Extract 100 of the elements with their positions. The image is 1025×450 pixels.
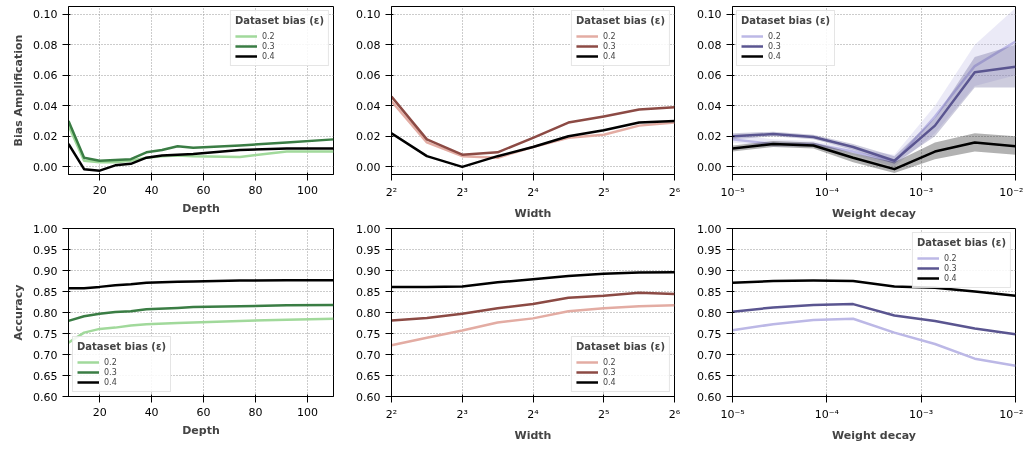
x-tick-label: 2⁴ <box>527 185 540 199</box>
legend-title: Dataset bias (ε) <box>916 237 1006 248</box>
x-tick-label: 60 <box>196 405 211 419</box>
x-axis-title: Weight decay <box>832 206 916 220</box>
y-tick-label: 1.00 <box>356 222 381 236</box>
x-tick-label: 100 <box>297 405 319 419</box>
legend-label: 0.4 <box>261 51 276 61</box>
y-tick-label: 0.08 <box>356 38 381 52</box>
y-tick-label: 0.00 <box>697 160 722 174</box>
y-tick-label: 0.70 <box>697 348 722 362</box>
y-tick-label: 0.10 <box>356 8 381 22</box>
x-tick-label: 10⁻² <box>999 185 1024 199</box>
y-tick-label: 0.06 <box>697 69 722 83</box>
y-tick-label: 1.00 <box>697 222 722 236</box>
legend-title: Dataset bias (ε) <box>234 15 324 26</box>
x-tick-label: 2² <box>385 407 398 421</box>
legend-label: 0.4 <box>768 51 782 61</box>
y-tick-label: 0.80 <box>33 306 58 320</box>
legend-label: 0.2 <box>602 31 617 41</box>
y-tick-label: 0.60 <box>33 390 58 404</box>
y-tick-label: 0.04 <box>33 99 58 113</box>
y-tick-label: 0.00 <box>356 160 381 174</box>
legend-label: 0.3 <box>602 367 617 377</box>
legend-label: 0.3 <box>261 41 276 51</box>
y-tick-label: 0.04 <box>356 99 381 113</box>
y-tick-label: 0.75 <box>356 327 381 341</box>
x-tick-label: 2³ <box>456 185 468 199</box>
legend-label: 0.2 <box>104 357 118 367</box>
y-tick-label: 0.80 <box>356 306 381 320</box>
legend-label: 0.3 <box>943 263 958 273</box>
x-tick-label: 2² <box>385 185 398 199</box>
legend-label: 0.2 <box>943 253 958 263</box>
legend-label: 0.3 <box>104 367 118 377</box>
x-tick-label: 100 <box>297 183 319 197</box>
legend-label: 0.4 <box>104 377 118 387</box>
x-tick-label: 10⁻³ <box>909 407 934 421</box>
y-tick-label: 0.02 <box>33 130 58 144</box>
legend-label: 0.4 <box>602 377 617 387</box>
x-tick-label: 40 <box>144 183 159 197</box>
x-tick-label: 2⁵ <box>598 185 610 199</box>
y-tick-label: 0.65 <box>356 369 381 383</box>
y-tick-label: 0.80 <box>697 306 722 320</box>
legend-label: 0.2 <box>602 357 617 367</box>
y-tick-label: 0.65 <box>33 369 58 383</box>
x-tick-label: 2⁴ <box>527 407 540 421</box>
x-tick-label: 80 <box>248 183 263 197</box>
y-tick-label: 0.00 <box>33 160 58 174</box>
y-tick-label: 0.65 <box>697 369 722 383</box>
y-tick-label: 0.08 <box>33 38 58 52</box>
y-axis-title: Accuracy <box>12 284 26 341</box>
x-axis-title: Depth <box>182 423 220 437</box>
y-tick-label: 0.75 <box>697 327 722 341</box>
y-tick-label: 0.08 <box>697 38 722 52</box>
x-tick-label: 10⁻⁵ <box>720 185 745 199</box>
y-tick-label: 0.95 <box>356 243 381 257</box>
x-tick-label: 10⁻⁴ <box>814 407 840 421</box>
x-axis-title: Width <box>514 428 552 442</box>
legend-label: 0.3 <box>768 41 782 51</box>
y-tick-label: 0.90 <box>356 264 381 278</box>
y-tick-label: 0.90 <box>697 264 722 278</box>
y-tick-label: 0.06 <box>33 69 58 83</box>
y-tick-label: 0.70 <box>356 348 381 362</box>
x-axis-title: Width <box>514 206 552 220</box>
y-tick-label: 0.70 <box>33 348 58 362</box>
legend-label: 0.3 <box>602 41 617 51</box>
x-tick-label: 2³ <box>456 407 468 421</box>
legend-label: 0.2 <box>261 31 276 41</box>
x-tick-label: 2⁶ <box>668 407 681 421</box>
y-tick-label: 0.02 <box>356 130 381 144</box>
y-tick-label: 0.04 <box>697 99 722 113</box>
x-tick-label: 10⁻² <box>999 407 1024 421</box>
y-tick-label: 0.85 <box>356 285 381 299</box>
y-tick-label: 0.75 <box>33 327 58 341</box>
x-tick-label: 10⁻⁵ <box>720 407 745 421</box>
y-tick-label: 0.10 <box>697 8 722 22</box>
y-tick-label: 0.60 <box>356 390 381 404</box>
x-tick-label: 2⁶ <box>668 185 681 199</box>
x-tick-label: 2⁵ <box>598 407 610 421</box>
y-tick-label: 0.10 <box>33 8 58 22</box>
y-tick-label: 0.95 <box>697 243 722 257</box>
legend-label: 0.4 <box>602 51 617 61</box>
legend-title: Dataset bias (ε) <box>741 15 831 26</box>
y-tick-label: 0.90 <box>33 264 58 278</box>
x-axis-title: Weight decay <box>832 428 916 442</box>
y-tick-label: 0.95 <box>33 243 58 257</box>
x-tick-label: 80 <box>248 405 263 419</box>
x-tick-label: 20 <box>92 183 107 197</box>
x-tick-label: 10⁻³ <box>909 185 934 199</box>
x-tick-label: 60 <box>196 183 211 197</box>
x-axis-title: Depth <box>182 201 220 215</box>
x-tick-label: 20 <box>92 405 107 419</box>
legend-title: Dataset bias (ε) <box>77 341 167 352</box>
y-axis-title: Bias Amplification <box>12 34 26 147</box>
y-tick-label: 0.85 <box>697 285 722 299</box>
legend-title: Dataset bias (ε) <box>575 341 665 352</box>
legend-label: 0.4 <box>943 273 958 283</box>
x-tick-label: 10⁻⁴ <box>814 185 840 199</box>
y-tick-label: 0.06 <box>356 69 381 83</box>
y-tick-label: 0.60 <box>697 390 722 404</box>
y-tick-label: 0.02 <box>697 130 722 144</box>
